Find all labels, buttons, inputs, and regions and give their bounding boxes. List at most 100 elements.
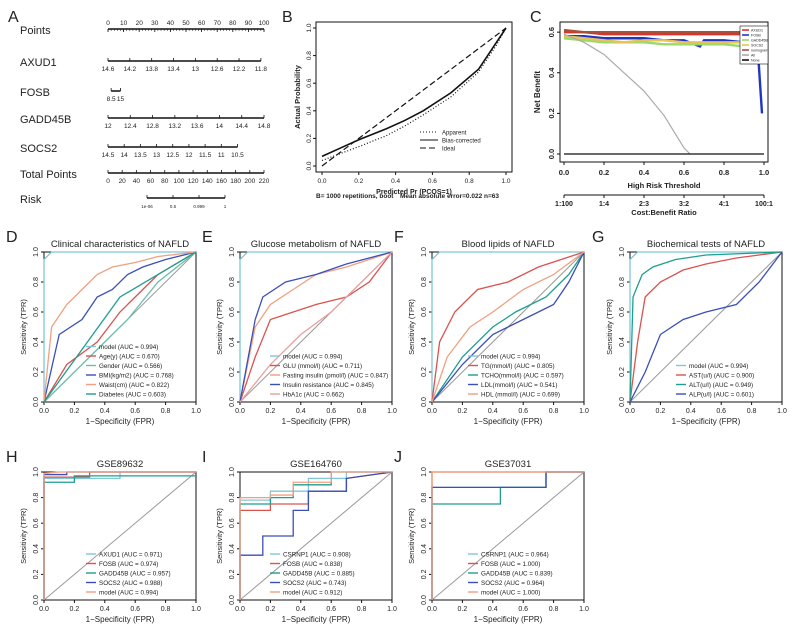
- roc-y-tick-label: 0.8: [33, 493, 40, 503]
- nomogram-tick-label: 11: [218, 152, 225, 159]
- roc-x-tick-label: 0.6: [518, 408, 528, 415]
- roc-legend-label: SOCS2 (AUC = 0.988): [99, 580, 163, 587]
- dca-line-all: [563, 33, 691, 155]
- roc-legend-label: model (AUC = 0.994): [283, 354, 342, 361]
- dca-x-label: High Risk Threshold: [628, 181, 701, 190]
- roc-y-tick-label: 1.0: [33, 247, 40, 257]
- roc-curve: [239, 251, 393, 403]
- nomogram-tick-label: 160: [216, 178, 227, 185]
- roc-curve: [431, 251, 585, 403]
- nomogram-row-label-3: GADD45B: [20, 114, 71, 126]
- nomogram-tick-label: 12: [104, 123, 112, 130]
- nomogram-tick-label: 15: [117, 96, 125, 103]
- roc-x-tick-label: 0.0: [625, 408, 635, 415]
- calibration-x-label: Predicted Pr (PCOS=1): [376, 189, 452, 196]
- roc-x-tick-label: 0.0: [235, 408, 245, 415]
- dca-legend-label: None: [751, 59, 760, 63]
- nomogram-row-label-4: SOCS2: [20, 143, 57, 155]
- dca-ratio-tick-label: 1:4: [599, 201, 609, 208]
- nomogram-tick-label: 13.6: [191, 123, 204, 130]
- roc-y-tick-label: 0.8: [421, 277, 428, 287]
- dca-y-tick-label: 0.6: [547, 27, 556, 37]
- dca-line-gadd45b: [563, 37, 761, 54]
- roc-diagonal-j: [431, 471, 585, 601]
- roc-legend-label: HDL (mmol/l) (AUC = 0.699): [481, 392, 560, 399]
- nomogram-tick-label: 60: [198, 20, 206, 27]
- panel-letter-g: G: [592, 229, 604, 246]
- roc-legend-label: AST(u/l) (AUC = 0.900): [689, 373, 754, 380]
- roc-legend-label: BMI(kg/m2) (AUC = 0.768): [99, 373, 174, 380]
- calibration-line-bias-corrected: [321, 27, 507, 158]
- panel-letter-d: D: [6, 229, 18, 246]
- roc-x-tick-label: 0.2: [266, 408, 276, 415]
- nomogram-tick-label: 200: [244, 178, 255, 185]
- roc-y-tick-label: 0.4: [229, 337, 236, 347]
- roc-y-tick-label: 0.6: [33, 518, 40, 528]
- roc-title-g: Biochemical tests of NAFLD: [647, 239, 765, 250]
- nomogram-tick-label: 100: [259, 20, 270, 27]
- roc-title-i: GSE164760: [290, 459, 342, 470]
- roc-curve: [239, 251, 393, 403]
- roc-x-tick-label: 0.4: [100, 606, 110, 613]
- panel-letter-f: F: [394, 229, 404, 246]
- roc-legend-label: model (AUC = 0.994): [689, 363, 748, 370]
- roc-legend-label: FOSB (AUC = 1.000): [481, 561, 540, 568]
- roc-x-tick-label: 0.8: [549, 606, 559, 613]
- nomogram-tick-label: 14.2: [124, 66, 137, 73]
- nomogram-tick-label: 80: [229, 20, 237, 27]
- roc-y-tick-label: 0.4: [33, 337, 40, 347]
- roc-y-tick-label: 0.2: [33, 569, 40, 579]
- roc-y-label-g: Sensitivity (TPR): [605, 299, 614, 355]
- dca-line-socs2: [563, 35, 761, 50]
- roc-x-tick-label: 0.4: [488, 606, 498, 613]
- dca-y-tick-label: 0.4: [547, 67, 556, 78]
- roc-x-label-g: 1−Specificity (FPR): [672, 417, 741, 426]
- roc-legend-label: model (AUC = 0.994): [99, 344, 158, 351]
- roc-x-tick-label: 0.8: [357, 408, 367, 415]
- nomogram-tick-label: 20: [136, 20, 144, 27]
- roc-curve: [43, 251, 196, 402]
- roc-x-tick-label: 0.6: [130, 408, 140, 415]
- roc-y-tick-label: 0.0: [33, 595, 40, 605]
- roc-y-tick-label: 0.0: [229, 595, 236, 605]
- roc-curve: [239, 471, 393, 600]
- roc-y-label-j: Sensitivity (TPR): [407, 508, 416, 564]
- roc-x-tick-label: 0.4: [488, 408, 498, 415]
- roc-y-tick-label: 0.4: [619, 337, 626, 347]
- nomogram-tick-label: 13: [153, 152, 161, 159]
- roc-x-tick-label: 0.6: [130, 606, 140, 613]
- dca-ratio-tick-label: 2:3: [639, 201, 649, 208]
- roc-title-f: Blood lipids of NAFLD: [462, 239, 555, 250]
- roc-diagonal-g: [629, 251, 783, 403]
- roc-legend-label: SOCS2 (AUC = 0.743): [283, 580, 347, 587]
- dca-legend-label: nomogram: [751, 49, 768, 53]
- roc-legend-label: CSRNP1 (AUC = 0.964): [481, 552, 549, 559]
- nomogram-tick-label: 70: [214, 20, 222, 27]
- calibration-footnote-right: Mean absolute error=0.022 n=63: [400, 193, 499, 200]
- roc-x-label-h: 1−Specificity (FPR): [86, 615, 155, 624]
- nomogram-row-label-2: FOSB: [20, 87, 50, 99]
- dca-legend-label: SOCS2: [751, 44, 763, 48]
- roc-legend-label: FOSB (AUC = 0.974): [99, 561, 158, 568]
- calibration-y-tick-label: 1.0: [306, 23, 313, 32]
- roc-curve: [431, 251, 585, 403]
- roc-y-tick-label: 0.6: [229, 307, 236, 317]
- nomogram-tick-label: 180: [230, 178, 241, 185]
- roc-legend-label: LDL(mmol/l) (AUC = 0.541): [481, 382, 557, 389]
- roc-x-tick-label: 0.6: [518, 606, 528, 613]
- calibration-x-tick-label: 0.0: [317, 178, 326, 185]
- dca-line-nomogram: [563, 28, 761, 36]
- roc-curve: [239, 251, 393, 403]
- roc-y-tick-label: 1.0: [33, 467, 40, 477]
- roc-y-tick-label: 0.2: [229, 367, 236, 377]
- roc-legend-label: model (AUC = 0.994): [99, 590, 158, 597]
- roc-x-tick-label: 0.6: [326, 408, 336, 415]
- nomogram-tick-label: 14.6: [102, 66, 115, 73]
- panel-letter-j: J: [394, 449, 402, 466]
- calibration-footnote-left: B= 1000 repetitions, boot: [316, 193, 394, 200]
- calibration-x-tick-label: 0.2: [354, 178, 363, 185]
- nomogram-tick-label: 14.5: [102, 152, 115, 159]
- nomogram-tick-label: 13.5: [134, 152, 147, 159]
- nomogram-tick-label: 0.999: [193, 204, 205, 209]
- nomogram-tick-label: 1: [224, 204, 227, 209]
